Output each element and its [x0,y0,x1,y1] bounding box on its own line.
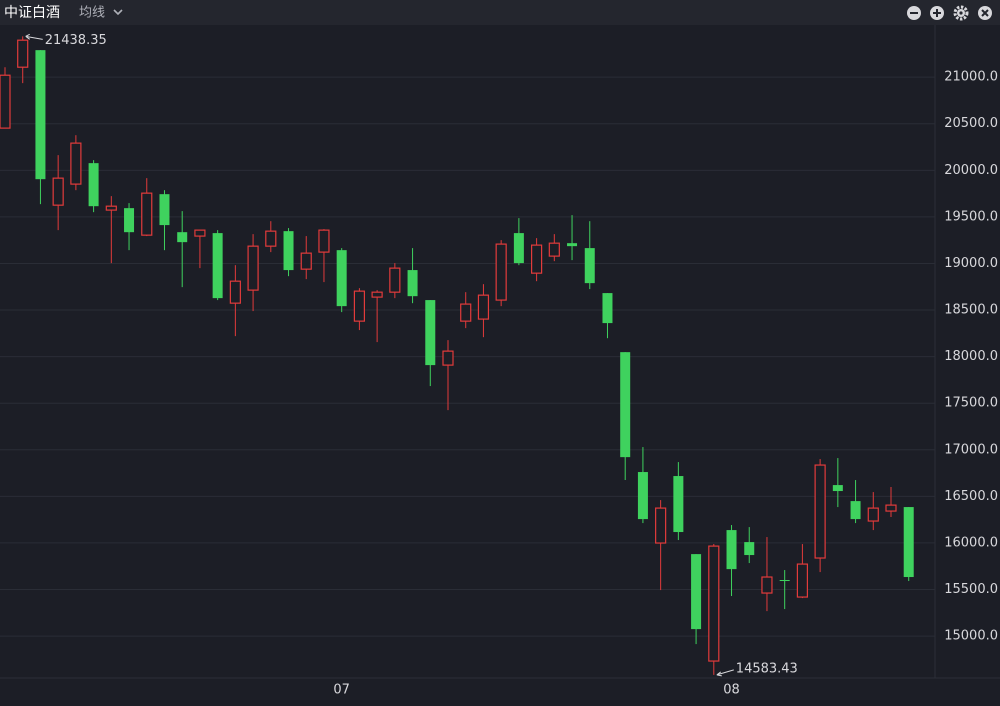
y-tick-label: 17000.0 [944,442,998,457]
candle-body [691,554,702,630]
candle-body [477,294,490,320]
candle-body [637,472,648,520]
candle-body [17,39,29,68]
candle-body [602,293,613,324]
candle-body [336,250,347,307]
candle-body [850,501,861,520]
x-tick-label: 08 [723,683,740,698]
y-tick-label: 17500.0 [944,396,998,411]
y-tick-label: 20500.0 [944,116,998,131]
candle-body [495,243,507,301]
y-tick-label: 15000.0 [944,629,998,644]
y-tick-label: 15500.0 [944,582,998,597]
candle-body [318,229,330,253]
candle-body [353,290,365,322]
candle-body [530,244,543,274]
candle-body [425,300,436,366]
candle-body [0,74,11,129]
candle-body [584,248,595,284]
candle-body [229,280,241,304]
zoom-out-button[interactable] [907,6,921,20]
candle-body [832,485,843,492]
candle-body [159,194,170,226]
candle-body [867,507,879,522]
candle-body [35,50,46,180]
header-bar [0,0,1000,25]
candle-body [70,142,82,185]
candle-body [726,530,737,570]
y-tick-label: 18500.0 [944,303,998,318]
y-tick-label: 16500.0 [944,489,998,504]
y-tick-label: 19500.0 [944,209,998,224]
zoom-in-button[interactable] [930,6,944,20]
candle-body [265,230,277,247]
y-tick-label: 18000.0 [944,349,998,364]
candle-body [513,233,524,264]
candle-body [620,352,631,458]
dropdown-icon[interactable] [113,9,123,16]
candle-body [460,303,472,322]
candle-body [141,192,153,236]
candle-body [548,242,560,257]
candle-body [177,232,188,243]
candle-body [389,267,401,293]
y-tick-label: 21000.0 [944,70,998,85]
candle-body [779,580,790,582]
candle-body [761,576,773,594]
candle-body [283,231,294,271]
candle-body [194,229,206,237]
y-tick-label: 20000.0 [944,163,998,178]
candle-body [655,507,667,544]
candle-body [212,233,223,299]
candle-body [708,545,720,662]
candle-body [105,205,117,211]
annotation-arrow [25,33,43,40]
title: 中证白酒 [4,5,60,21]
indicator-menu[interactable]: 均线 [79,6,105,21]
candle-body [814,464,826,559]
candle-body [247,245,259,291]
candle-body [371,291,383,298]
candle-body [903,507,914,578]
candle-body [407,270,418,297]
close-button[interactable] [978,6,992,20]
candle-body [300,252,312,270]
y-tick-label: 19000.0 [944,256,998,271]
candle-body [796,563,809,598]
candle-body [124,208,135,233]
annotation: 21438.35 [45,33,107,48]
x-tick-label: 07 [333,683,350,698]
candle-body [442,350,454,366]
settings-button[interactable] [953,5,969,21]
candle-body [673,476,684,533]
candle-body [52,177,64,206]
y-tick-label: 16000.0 [944,535,998,550]
candle-body [567,243,578,247]
candle-body [88,163,99,207]
candle-body [744,542,755,556]
annotation: 14583.43 [736,661,798,676]
candle-body [885,504,897,512]
annotation-arrow [716,669,734,677]
